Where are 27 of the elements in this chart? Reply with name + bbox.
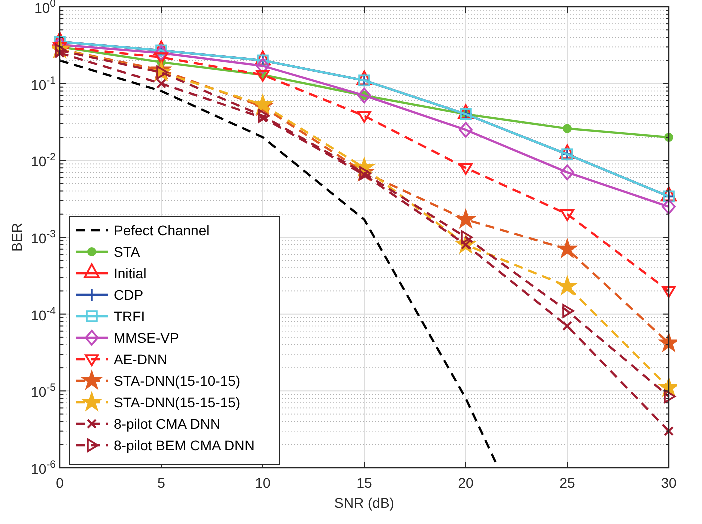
legend-label: STA-DNN(15-15-15) xyxy=(114,394,241,410)
y-tick-label: 10$^{-4}$ xyxy=(31,305,56,324)
y-tick-label: 10$^{0}$ xyxy=(34,0,56,16)
legend-label: STA xyxy=(114,244,141,260)
legend-label: 8-pilot CMA DNN xyxy=(114,416,221,432)
y-tick-label: 10$^{-6}$ xyxy=(31,459,56,477)
x-tick-label: 30 xyxy=(661,475,677,491)
y-tick-label: 10$^{-3}$ xyxy=(31,228,56,246)
legend-label: MMSE-VP xyxy=(114,330,180,346)
x-tick-label: 10 xyxy=(255,475,271,491)
y-tick-label: 10$^{-5}$ xyxy=(31,382,56,400)
y-tick-label: 10$^{-2}$ xyxy=(31,152,56,170)
x-tick-label: 0 xyxy=(56,475,64,491)
x-tick-label: 25 xyxy=(560,475,576,491)
legend-label: 8-pilot BEM CMA DNN xyxy=(114,438,255,454)
legend-label: STA-DNN(15-10-15) xyxy=(114,373,241,389)
x-tick-label: 5 xyxy=(158,475,166,491)
legend-label: TRFI xyxy=(114,308,146,324)
legend-label: CDP xyxy=(114,287,144,303)
x-tick-label: 15 xyxy=(356,475,372,491)
legend-label: Initial xyxy=(114,266,147,282)
y-axis-title: BER xyxy=(9,223,25,252)
legend-label: Pefect Channel xyxy=(114,222,210,238)
x-tick-label: 20 xyxy=(458,475,474,491)
y-tick-label: 10$^{-1}$ xyxy=(31,74,56,93)
legend-label: AE-DNN xyxy=(114,352,168,368)
x-axis-title: SNR (dB) xyxy=(334,495,394,511)
